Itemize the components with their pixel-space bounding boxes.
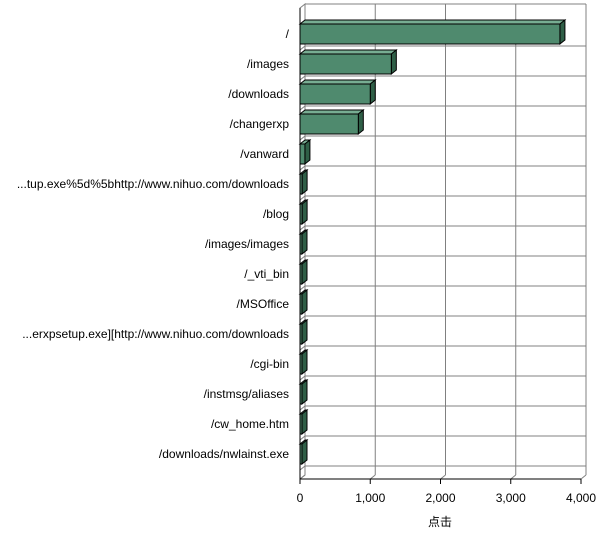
bar-side-face	[301, 318, 308, 346]
category-label: /_vti_bin	[244, 267, 289, 281]
bar	[298, 18, 567, 46]
grid-line	[580, 474, 587, 480]
bar-side-face	[301, 168, 308, 196]
category-label: /blog	[263, 207, 289, 221]
grid-line	[299, 255, 306, 261]
bar	[298, 108, 365, 136]
grid-line	[510, 474, 517, 480]
grid-line	[299, 135, 306, 141]
grid-lines	[299, 2, 587, 481]
bar-front-face	[299, 53, 392, 75]
category-label: /MSOffice	[237, 297, 290, 311]
grid-line	[299, 345, 306, 351]
grid-line	[299, 375, 306, 381]
category-label: /downloads/nwlainst.exe	[159, 447, 289, 461]
bar-side-face	[301, 438, 308, 466]
grid-line	[299, 165, 306, 171]
grid-line	[299, 405, 306, 411]
bar	[298, 168, 309, 196]
bar-front-face	[299, 113, 359, 135]
bar	[298, 348, 309, 376]
category-label: /cw_home.htm	[211, 417, 289, 431]
x-tick-label: 1,000	[355, 491, 385, 505]
bar-side-face	[301, 288, 308, 316]
category-label: /changerxp	[230, 117, 290, 131]
axes	[299, 8, 582, 484]
bar-top-face	[298, 49, 398, 55]
grid-line	[299, 75, 306, 81]
grid-line	[299, 435, 306, 441]
category-label: /images	[247, 57, 289, 71]
x-axis-title: 点击	[428, 515, 452, 529]
grid-line	[440, 474, 446, 480]
bar-top-face	[298, 109, 365, 115]
category-label: /images/images	[205, 237, 289, 251]
x-tick-labels: 0 1,000 2,000 3,000 4,000	[297, 491, 597, 505]
bar	[298, 138, 312, 166]
grid-line	[299, 195, 306, 201]
bar-side-face	[559, 18, 566, 46]
bar-top-face	[298, 19, 567, 25]
grid-line	[299, 225, 306, 231]
x-tick-label: 0	[297, 491, 304, 505]
bar-side-face	[301, 258, 308, 286]
bar	[298, 318, 309, 346]
bar	[298, 78, 377, 106]
grid-line	[299, 465, 306, 471]
grid-line	[299, 105, 306, 111]
category-label: /	[286, 27, 290, 41]
bar-front-face	[299, 143, 306, 165]
x-tick-label: 4,000	[566, 491, 596, 505]
bar-side-face	[301, 408, 308, 436]
category-label: ...tup.exe%5d%5bhttp://www.nihuo.com/dow…	[17, 177, 289, 191]
bar-side-face	[301, 198, 308, 226]
bar-side-face	[301, 348, 308, 376]
bar-front-face	[299, 23, 561, 45]
bar	[298, 48, 398, 76]
category-label: ...erxpsetup.exe][http://www.nihuo.com/d…	[22, 327, 289, 341]
bar-side-face	[304, 138, 311, 166]
bar-top-face	[298, 79, 377, 85]
bar	[298, 408, 309, 436]
bar	[298, 258, 309, 286]
category-label: /downloads	[228, 87, 289, 101]
bar	[298, 198, 309, 226]
x-tick-label: 2,000	[425, 491, 455, 505]
category-label: /instmsg/aliases	[204, 387, 289, 401]
bar-side-face	[301, 228, 308, 256]
category-label: /cgi-bin	[250, 357, 289, 371]
bar-side-face	[357, 108, 364, 136]
grid-line	[299, 45, 306, 51]
grid-line	[299, 315, 306, 321]
bar-side-face	[301, 378, 308, 406]
bar	[298, 288, 309, 316]
grid-line	[299, 285, 306, 291]
bars	[298, 18, 567, 466]
bar	[298, 378, 309, 406]
bar-side-face	[369, 78, 376, 106]
bar	[298, 228, 309, 256]
bar	[298, 438, 309, 466]
x-tick-label: 3,000	[496, 491, 526, 505]
category-label: /vanward	[240, 147, 289, 161]
bar-side-face	[390, 48, 397, 76]
grid-line	[369, 474, 376, 480]
category-labels: / /images/downloads/changerxp/vanward ...t…	[17, 27, 290, 461]
bar-front-face	[299, 83, 371, 105]
